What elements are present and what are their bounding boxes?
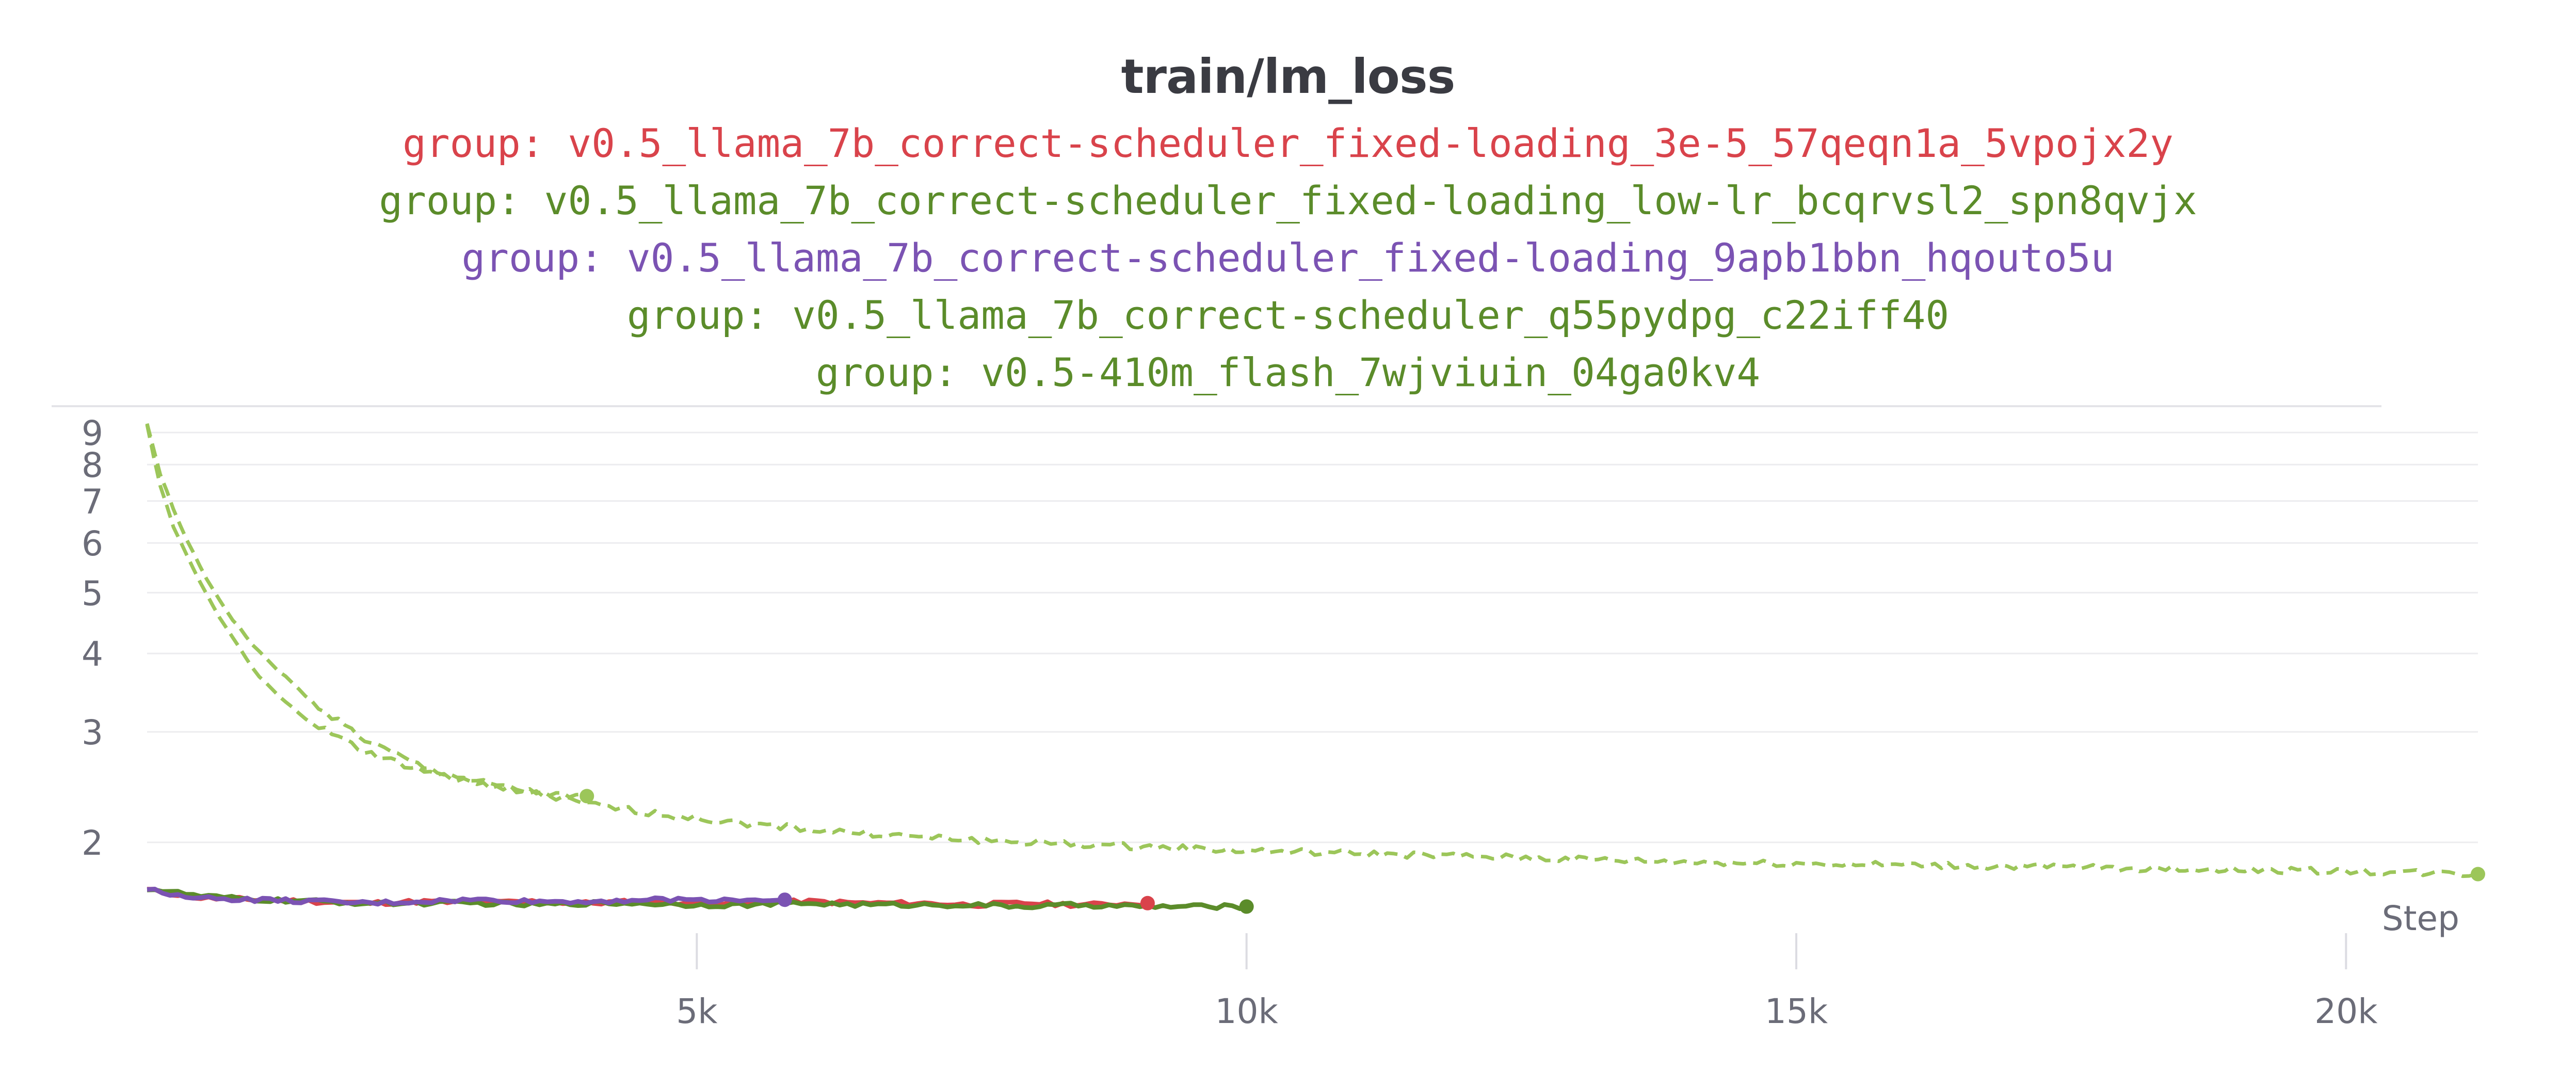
x-tick-label: 5k: [676, 992, 718, 1031]
y-tick-label: 5: [82, 573, 103, 613]
legend-entry[interactable]: group: v0.5_llama_7b_correct-scheduler_f…: [403, 120, 2174, 166]
legend-entry[interactable]: group: v0.5_llama_7b_correct-scheduler_f…: [461, 235, 2115, 281]
legend-entry[interactable]: group: v0.5_llama_7b_correct-scheduler_f…: [379, 178, 2197, 223]
legend-entry[interactable]: group: v0.5_llama_7b_correct-scheduler_q…: [626, 292, 1950, 338]
legend: group: v0.5_llama_7b_correct-scheduler_f…: [0, 115, 2576, 401]
y-tick-label: 2: [82, 823, 103, 863]
x-axis-label: Step: [2382, 899, 2459, 938]
y-tick-label: 3: [82, 713, 103, 753]
series-end-point[interactable]: [1239, 899, 1254, 914]
y-tick-label: 8: [82, 445, 103, 485]
series-line[interactable]: [145, 423, 2478, 878]
legend-entry[interactable]: group: v0.5-410m_flash_7wjviuin_04ga0kv4: [815, 349, 1761, 395]
y-tick-label: 4: [82, 634, 103, 674]
series-end-point[interactable]: [777, 892, 792, 907]
y-tick-label: 9: [82, 413, 103, 453]
chart-title: train/lm_loss: [1121, 49, 1456, 104]
x-tick-label: 10k: [1215, 992, 1279, 1031]
x-tick-label: 20k: [2314, 992, 2378, 1031]
y-tick-label: 7: [82, 482, 103, 522]
series-end-point[interactable]: [2471, 867, 2485, 882]
y-tick-label: 6: [82, 524, 103, 564]
series-end-point[interactable]: [579, 789, 594, 804]
x-tick-label: 15k: [1765, 992, 1828, 1031]
series-line[interactable]: [147, 887, 785, 907]
series-end-point[interactable]: [1140, 896, 1155, 910]
series-line[interactable]: [145, 424, 588, 799]
